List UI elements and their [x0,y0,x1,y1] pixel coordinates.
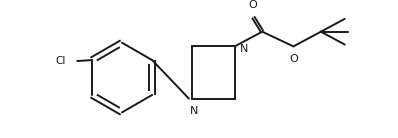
Text: Cl: Cl [56,56,66,66]
Text: O: O [249,0,258,10]
Text: N: N [240,44,249,54]
Text: O: O [289,54,298,64]
Text: N: N [190,106,199,116]
